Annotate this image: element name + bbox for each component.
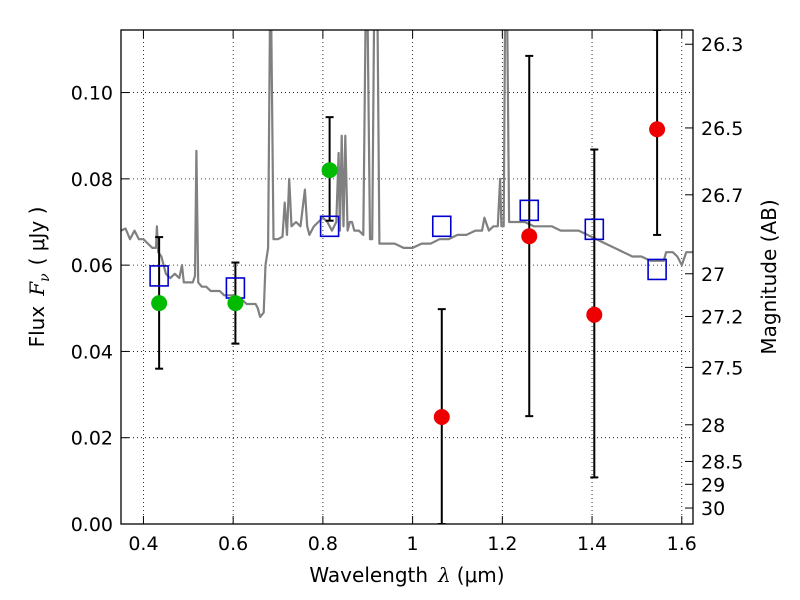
plot-frame xyxy=(120,29,694,525)
y2-axis-label: Magnitude (AB) xyxy=(757,199,781,354)
y-tick-label-4: 0.08 xyxy=(71,169,113,191)
observed-photometry-group xyxy=(151,121,666,426)
y2-tick-label-6: 28 xyxy=(701,415,725,437)
x-tick-label-0: 0.4 xyxy=(128,533,158,555)
nondetection-point-1 xyxy=(521,228,538,245)
x-tick-label-5: 1.4 xyxy=(577,533,607,555)
y2-tick-label-7: 28.5 xyxy=(701,451,743,473)
y2-tick-label-2: 26.7 xyxy=(701,185,743,207)
model-photometry-square-0 xyxy=(149,265,169,287)
y-tick-label-1: 0.02 xyxy=(71,428,113,450)
model-photometry-square-2 xyxy=(319,215,340,238)
y-tick-label-0: 0.00 xyxy=(71,514,113,536)
y2-tick-label-1: 26.5 xyxy=(701,118,743,140)
nondetection-point-0 xyxy=(433,409,450,426)
nondetection-point-2 xyxy=(586,306,603,323)
y2-tick-label-5: 27.5 xyxy=(701,357,743,379)
model-photometry-square-3 xyxy=(431,215,452,238)
y2-tick-label-0: 26.3 xyxy=(701,34,743,56)
x-axis-label: Wavelength λ (μm) xyxy=(309,563,504,587)
detection-point-0 xyxy=(151,295,168,312)
y-tick-label-5: 0.10 xyxy=(71,83,113,105)
y-axis-label: FluxFν( μJy ) xyxy=(25,207,53,348)
model-photometry-group xyxy=(149,199,667,299)
model-photometry-square-6 xyxy=(647,258,667,281)
y2-tick-label-9: 30 xyxy=(701,498,725,520)
x-tick-label-2: 0.8 xyxy=(308,533,338,555)
x-tick-labels: 0.4 0.6 0.8 1 1.2 1.4 1.6 xyxy=(128,533,697,555)
y2-tick-label-3: 27 xyxy=(701,264,725,286)
model-photometry-square-5 xyxy=(584,218,605,241)
model-photometry-square-4 xyxy=(519,199,540,222)
x-tick-label-3: 1 xyxy=(407,533,419,555)
nondetection-point-3 xyxy=(649,121,666,138)
model-spectrum-line xyxy=(121,30,693,318)
y-tick-label-3: 0.06 xyxy=(71,255,113,277)
model-spectrum-group xyxy=(121,30,693,318)
y-tick-label-2: 0.04 xyxy=(71,341,113,363)
detection-point-1 xyxy=(227,295,244,312)
axis-ticks xyxy=(121,30,693,525)
x-tick-label-1: 0.6 xyxy=(218,533,248,555)
detection-point-2 xyxy=(321,162,338,179)
y-tick-labels: 0.00 0.02 0.04 0.06 0.08 0.10 xyxy=(71,83,113,536)
x-tick-label-4: 1.2 xyxy=(487,533,517,555)
y2-tick-label-4: 27.2 xyxy=(701,306,743,328)
plot-area-background xyxy=(121,30,693,524)
x-tick-label-6: 1.6 xyxy=(667,533,697,555)
y2-tick-label-8: 29 xyxy=(701,474,725,496)
